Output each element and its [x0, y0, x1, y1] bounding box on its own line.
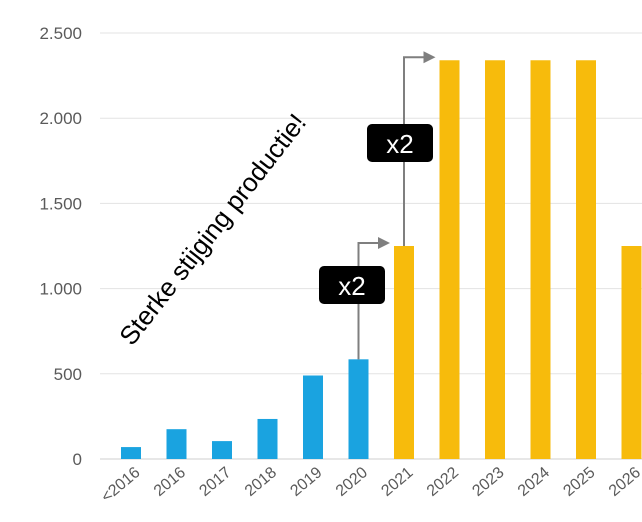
x-tick-label: <2016 — [98, 464, 143, 506]
y-tick-label: 1.000 — [39, 280, 82, 299]
growth-arrow-head — [378, 237, 390, 249]
y-tick-label: 2.500 — [39, 24, 82, 43]
x-tick-label: 2019 — [287, 464, 325, 500]
bar-2017 — [212, 441, 232, 459]
bar-before-2016 — [121, 447, 141, 459]
growth-arrow-line — [403, 56, 426, 246]
x-tick-label: 2017 — [196, 464, 234, 500]
badge-background — [367, 124, 433, 162]
slogan-annotation: Sterke stijging productie! — [113, 108, 312, 351]
growth-arrow-line — [357, 242, 380, 360]
bar-2024 — [530, 60, 551, 459]
bar-2021 — [394, 246, 414, 459]
bar-2020 — [348, 359, 369, 459]
growth-arrows — [357, 51, 436, 360]
bar-2026 — [621, 246, 642, 459]
bar-2025 — [576, 60, 596, 459]
x-tick-label: 2024 — [515, 464, 553, 500]
bar-2018 — [257, 418, 278, 459]
x-tick-label: 2018 — [242, 464, 280, 500]
x-tick-label: 2026 — [606, 464, 642, 500]
x-tick-label: 2020 — [333, 464, 371, 500]
bar-2016 — [166, 429, 187, 459]
bar-2023 — [485, 60, 505, 459]
badge-label: x2 — [386, 129, 413, 159]
y-tick-label: 0 — [73, 450, 82, 469]
x-tick-label: 2022 — [424, 464, 462, 500]
x-axis-ticks: <2016 2016 2017 2018 2019 2020 2021 2022 2023 202… — [98, 464, 642, 506]
y-tick-label: 1.500 — [39, 194, 82, 213]
bar-2022 — [439, 60, 460, 459]
x-tick-label: 2016 — [151, 464, 189, 500]
growth-arrow-head — [423, 51, 436, 64]
multiplier-badge-1: x2 — [319, 266, 385, 304]
bars — [121, 60, 642, 459]
y-axis-ticks: 0 500 1.000 1.500 2.000 2.500 — [39, 24, 82, 469]
badge-label: x2 — [338, 271, 365, 301]
y-tick-label: 500 — [54, 365, 82, 384]
bar-2019 — [303, 375, 323, 459]
x-tick-label: 2025 — [560, 464, 598, 500]
y-tick-label: 2.000 — [39, 109, 82, 128]
multiplier-badge-2: x2 — [367, 124, 433, 162]
x-tick-label: 2021 — [378, 464, 416, 500]
badge-background — [319, 266, 385, 304]
x-tick-label: 2023 — [469, 464, 507, 500]
